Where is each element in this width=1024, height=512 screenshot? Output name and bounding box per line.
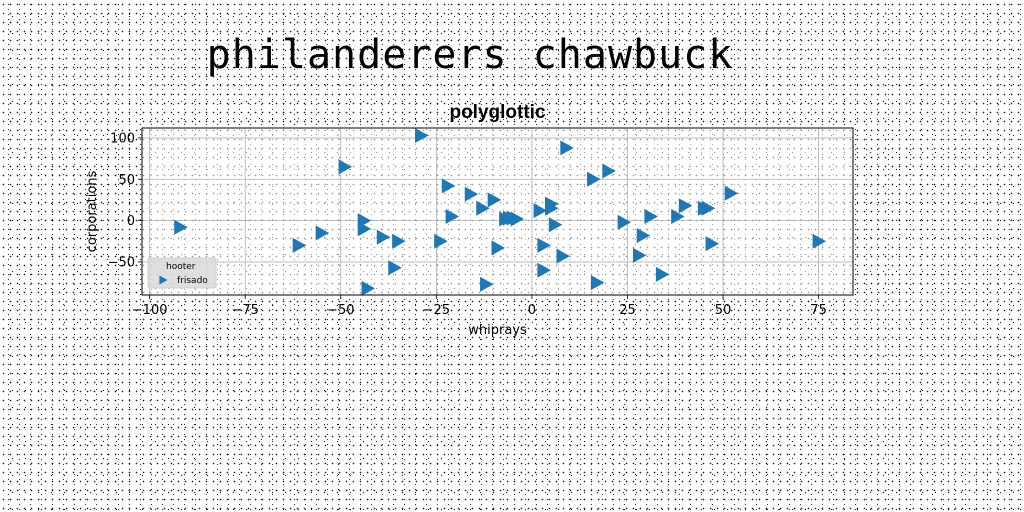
data-point [487, 192, 502, 208]
data-point [491, 240, 505, 256]
x-tick-label: −25 [423, 303, 450, 318]
data-point [388, 260, 402, 276]
x-tick-label: −75 [231, 303, 258, 318]
data-point [560, 140, 574, 156]
data-point [636, 227, 651, 243]
data-point [441, 178, 456, 194]
axes-background [142, 128, 853, 295]
data-point [415, 127, 429, 143]
x-axis-label: whiprays [468, 323, 527, 338]
data-point [701, 200, 716, 216]
legend-title: hooter [166, 262, 196, 272]
data-point [476, 200, 490, 216]
data-point [445, 208, 460, 224]
y-tick-label: −50 [108, 255, 135, 270]
data-point [357, 213, 372, 229]
data-point [812, 233, 827, 249]
data-points [174, 127, 827, 296]
data-point [376, 229, 391, 245]
data-point [315, 225, 330, 241]
data-point [361, 280, 376, 296]
data-point [587, 171, 601, 187]
data-point [510, 211, 525, 227]
chart-title: polyglottic [449, 102, 545, 123]
data-point [644, 208, 658, 224]
data-point [548, 217, 563, 233]
data-point [724, 185, 739, 201]
data-point [617, 214, 632, 230]
data-point [533, 203, 548, 219]
data-point [338, 159, 353, 175]
x-tick-label: −50 [327, 303, 354, 318]
data-point [602, 163, 616, 179]
data-point [545, 200, 559, 216]
data-point [392, 233, 406, 249]
x-tick-label: 25 [619, 303, 636, 318]
x-tick-label: 50 [715, 303, 732, 318]
data-point [537, 237, 551, 253]
data-point [174, 219, 188, 235]
y-axis-label: corporations [85, 170, 100, 252]
grid [142, 128, 853, 295]
legend-entry-label: frisado [177, 276, 208, 286]
data-point [632, 247, 647, 263]
y-tick-label: 0 [127, 214, 135, 229]
data-point [434, 233, 448, 249]
x-tick-label: 75 [810, 303, 827, 318]
data-point [464, 186, 479, 202]
data-point [537, 262, 551, 278]
figure-suptitle: philanderers chawbuck [206, 32, 734, 78]
y-tick-label: 100 [110, 131, 135, 146]
x-tick-label: 0 [528, 303, 536, 318]
y-tick-label: 50 [118, 173, 135, 188]
legend: hooter frisado [147, 257, 217, 289]
legend-marker-icon [159, 275, 168, 285]
data-point [556, 248, 570, 264]
data-point [705, 236, 720, 252]
data-point [590, 275, 605, 291]
data-point [678, 198, 693, 214]
data-point [480, 276, 494, 292]
axes-frame [141, 127, 854, 296]
data-point [655, 266, 670, 282]
data-point [671, 208, 685, 224]
data-point [292, 237, 307, 253]
x-tick-label: −100 [132, 303, 168, 318]
axis-ticks: −100 −75 −50 −25 0 25 50 75 −50 0 50 100 [108, 131, 827, 318]
